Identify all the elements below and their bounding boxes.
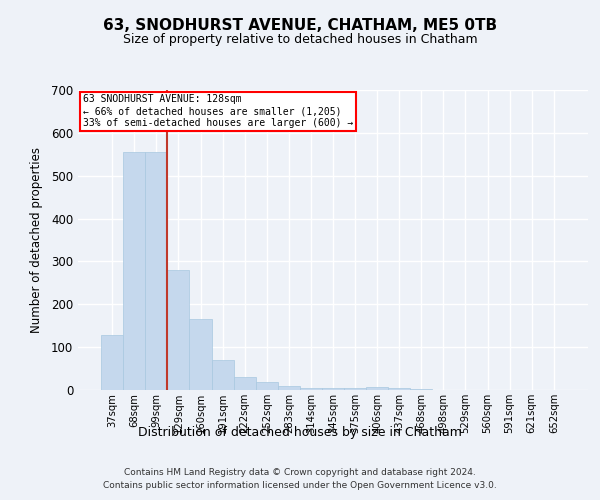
Y-axis label: Number of detached properties: Number of detached properties — [29, 147, 43, 333]
Bar — [366, 386, 388, 390]
Bar — [410, 389, 433, 390]
Text: Contains HM Land Registry data © Crown copyright and database right 2024.: Contains HM Land Registry data © Crown c… — [124, 468, 476, 477]
Bar — [212, 360, 233, 390]
Bar — [101, 335, 123, 390]
Bar — [167, 270, 190, 390]
Text: 63 SNODHURST AVENUE: 128sqm
← 66% of detached houses are smaller (1,205)
33% of : 63 SNODHURST AVENUE: 128sqm ← 66% of det… — [83, 94, 353, 128]
Text: Distribution of detached houses by size in Chatham: Distribution of detached houses by size … — [138, 426, 462, 439]
Bar — [233, 377, 256, 390]
Bar — [300, 388, 322, 390]
Bar — [256, 382, 278, 390]
Bar — [190, 320, 212, 390]
Bar — [322, 388, 344, 390]
Text: Contains public sector information licensed under the Open Government Licence v3: Contains public sector information licen… — [103, 480, 497, 490]
Text: Size of property relative to detached houses in Chatham: Size of property relative to detached ho… — [122, 32, 478, 46]
Bar — [388, 388, 410, 390]
Bar — [278, 386, 300, 390]
Bar — [344, 388, 366, 390]
Text: 63, SNODHURST AVENUE, CHATHAM, ME5 0TB: 63, SNODHURST AVENUE, CHATHAM, ME5 0TB — [103, 18, 497, 32]
Bar — [145, 152, 167, 390]
Bar — [123, 152, 145, 390]
